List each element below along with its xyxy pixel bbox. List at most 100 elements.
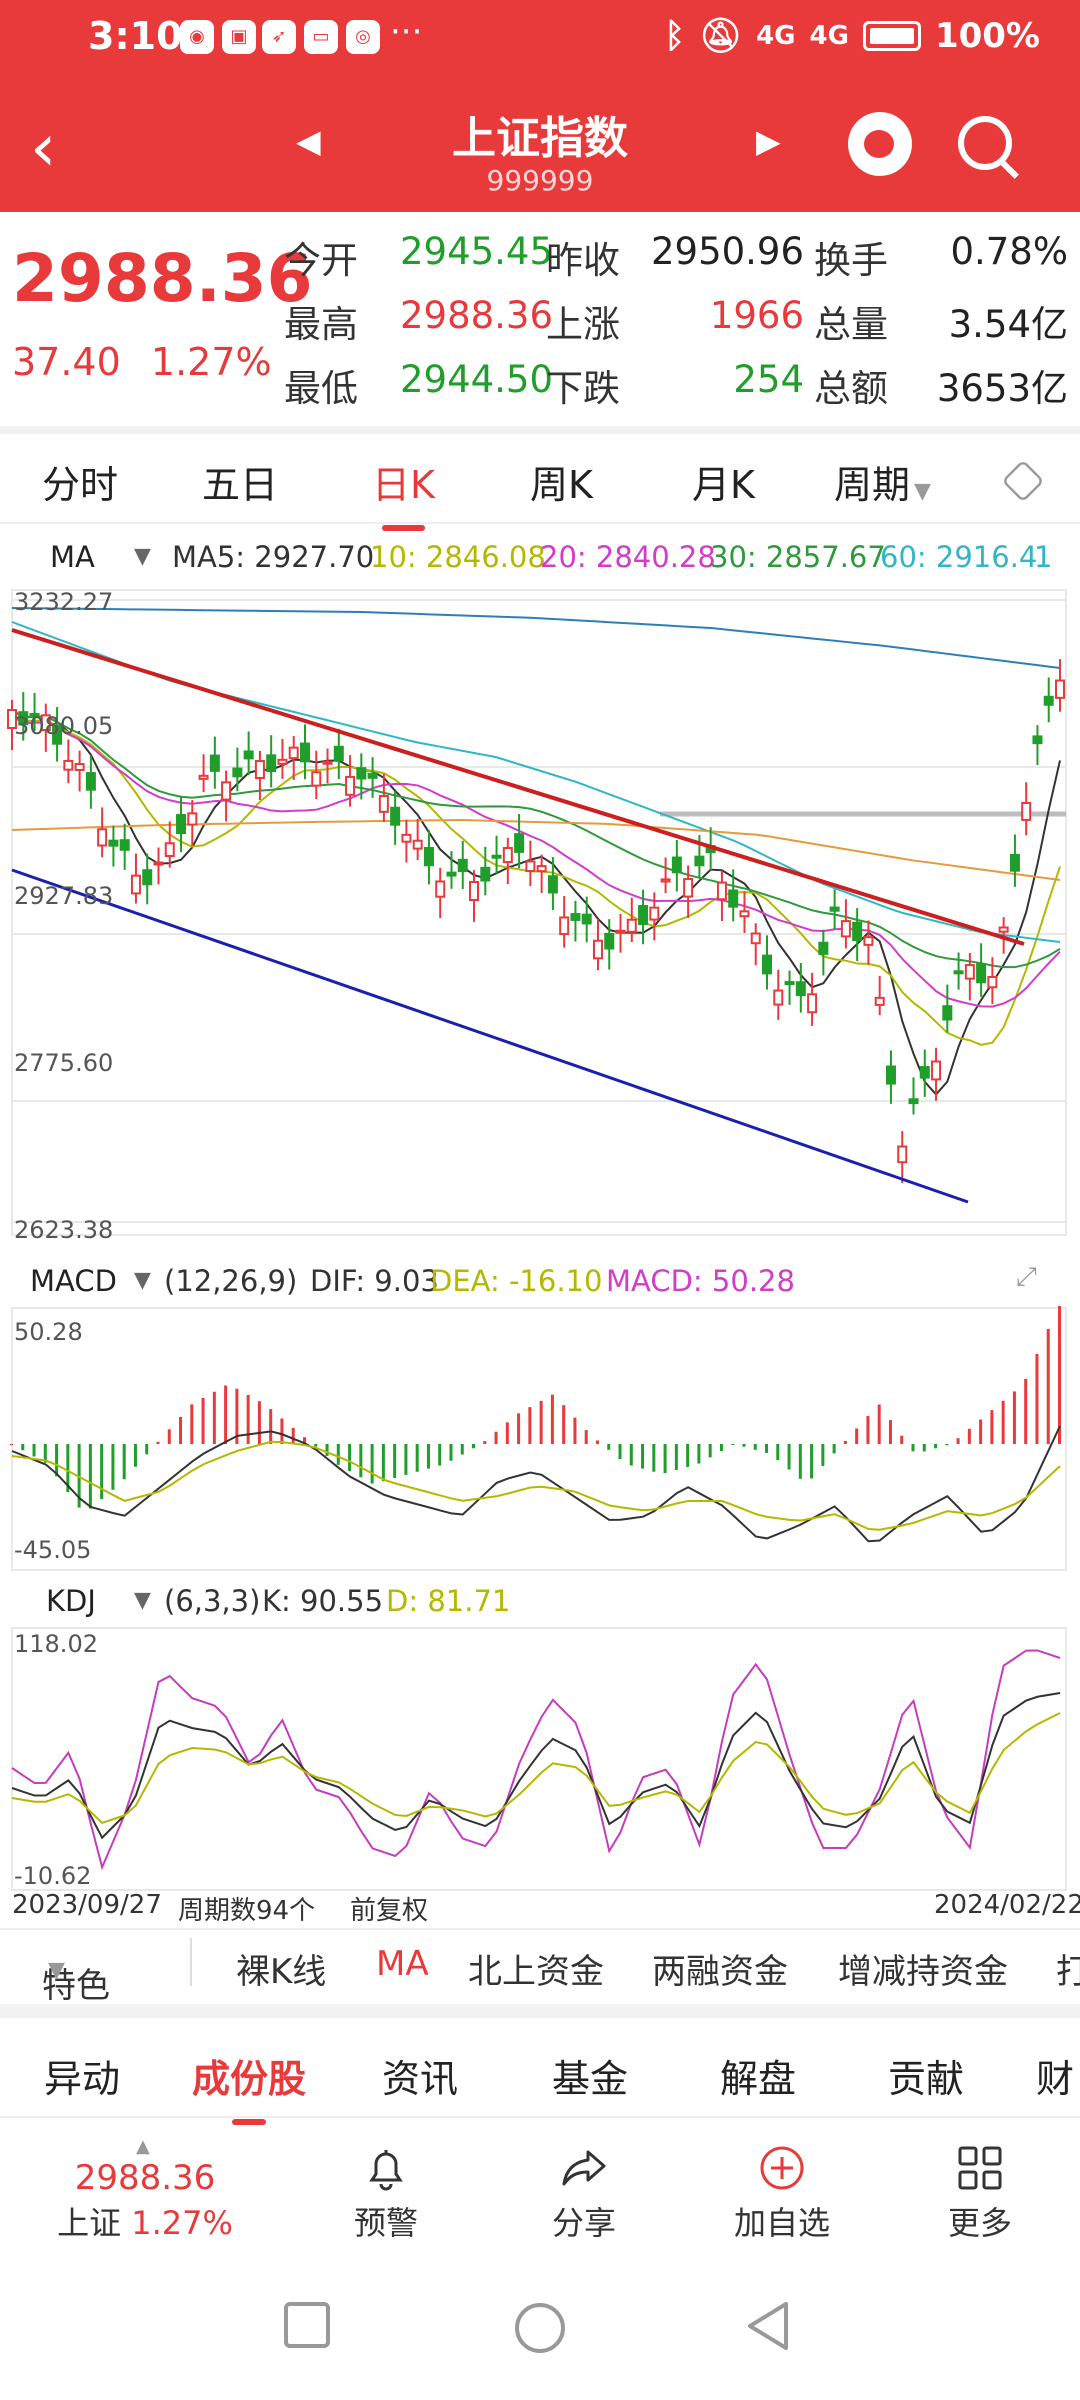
quote-label: 今开 (284, 239, 358, 282)
feature-bare-k[interactable]: 裸K线 (236, 1952, 327, 1992)
macd-histogram-bar (32, 1444, 36, 1457)
candle-body (559, 916, 570, 936)
tab-monthly-k[interactable]: 月K (692, 463, 755, 507)
macd-histogram-bar (607, 1444, 611, 1450)
candle-body (942, 1005, 953, 1021)
macd-histogram-bar (584, 1430, 588, 1444)
expand-icon[interactable]: ⤢ (1016, 1262, 1037, 1292)
candle-body (63, 759, 74, 771)
tab-news[interactable]: 资讯 (382, 2057, 459, 2101)
candle-body (919, 1066, 930, 1079)
quote-value: 254 (733, 358, 804, 401)
candle-body (570, 913, 581, 921)
feature-more[interactable]: 打 (1056, 1952, 1080, 1992)
candle-body (728, 889, 739, 908)
ma250-line (11, 819, 1061, 881)
feature-holding-change[interactable]: 增减持资金 (838, 1952, 1008, 1992)
candlestick-chart[interactable]: 3232.27 3080.05 2927.83 2775.60 2623.38 (0, 582, 1080, 1252)
tab-contribution[interactable]: 贡献 (888, 2057, 965, 2101)
next-stock-button[interactable]: ▶ (756, 122, 781, 160)
add-watchlist-button[interactable]: 加自选 (702, 2144, 862, 2244)
candle-body (356, 767, 367, 780)
macd-histogram-bar (652, 1444, 656, 1472)
back-button[interactable]: ‹ (30, 109, 57, 186)
change-value: 37.40 (12, 340, 121, 384)
macd-histogram-bar (776, 1444, 780, 1461)
mini-sub: 上证 1.27% (40, 2198, 250, 2244)
macd-histogram-bar (291, 1427, 295, 1444)
candle-body (469, 881, 480, 902)
home-icon[interactable] (512, 2300, 568, 2356)
macd-histogram-bar (1058, 1306, 1061, 1444)
ma20-value: 20: 2840.28 (540, 540, 716, 574)
adjust-mode[interactable]: 前复权 (350, 1896, 429, 1926)
quote-row: 今开 2945.45 昨收 2950.96 换手 0.78% (284, 230, 1074, 292)
candle-body (885, 1065, 896, 1085)
macd-histogram-bar (483, 1441, 487, 1444)
tab-finance[interactable]: 财 (1036, 2057, 1075, 2101)
macd-indicator-name[interactable]: MACD (30, 1264, 117, 1298)
macd-histogram-bar (111, 1444, 115, 1490)
assistant-icon[interactable] (848, 112, 912, 176)
page-title: 上证指数 (452, 113, 628, 164)
macd-histogram-bar (708, 1444, 712, 1458)
chevron-down-icon[interactable]: ▼ (134, 1268, 151, 1293)
stock-code: 999999 (486, 164, 594, 197)
tab-daily-k[interactable]: 日K (372, 454, 435, 531)
macd-histogram-bar (866, 1416, 870, 1444)
feature-northbound[interactable]: 北上资金 (468, 1952, 604, 1992)
trend-line-lower (11, 868, 969, 1204)
tab-five-day[interactable]: 五日 (202, 463, 279, 507)
mini-sub-pct: 1.27% (131, 2204, 233, 2242)
tab-period[interactable]: 周期 ▼ (834, 454, 931, 509)
tab-funds[interactable]: 基金 (552, 2057, 629, 2101)
alert-label: 预警 (353, 2204, 418, 2242)
macd-histogram-bar (810, 1444, 814, 1479)
macd-histogram-bar (381, 1444, 385, 1482)
tab-constituents[interactable]: 成份股 (192, 2048, 306, 2125)
more-button[interactable]: 更多 (900, 2144, 1060, 2244)
candle-body (97, 828, 108, 847)
macd-histogram-bar (449, 1444, 453, 1461)
macd-chart[interactable]: 50.28 -45.05 (0, 1306, 1080, 1572)
macd-axis-label: -45.05 (14, 1536, 91, 1564)
feature-ma[interactable]: MA (376, 1944, 429, 1984)
alert-button[interactable]: 预警 (306, 2144, 466, 2244)
kdj-d-line (11, 1712, 1061, 1825)
settings-icon[interactable] (1001, 459, 1045, 503)
section-tabs: 异动 成份股 资讯 基金 解盘 贡献 财 (0, 2018, 1080, 2125)
macd-value: MACD: 50.28 (606, 1264, 795, 1298)
ma30-line (11, 709, 1061, 969)
share-button[interactable]: 分享 (504, 2144, 664, 2244)
macd-histogram-bar (224, 1385, 228, 1444)
ma-indicator-name[interactable]: MA (50, 540, 95, 574)
mini-quote[interactable]: ▲ 2988.36 上证 1.27% (40, 2136, 250, 2244)
macd-histogram-bar (100, 1444, 104, 1500)
tab-analysis[interactable]: 解盘 (720, 2057, 797, 2101)
recent-apps-icon[interactable] (282, 2300, 334, 2352)
kdj-chart[interactable]: 118.02 -10.62 (0, 1626, 1080, 1896)
macd-histogram-bar (235, 1388, 239, 1444)
quote-label: 下跌 (546, 367, 620, 410)
kdj-indicator-name[interactable]: KDJ (46, 1584, 96, 1618)
macd-histogram-bar (573, 1417, 577, 1444)
macd-histogram-bar (674, 1444, 678, 1471)
macd-params: (12,26,9) (164, 1264, 298, 1298)
chevron-down-icon[interactable]: ▼ (134, 1588, 151, 1613)
prev-stock-button[interactable]: ◀ (296, 122, 321, 160)
feature-margin[interactable]: 两融资金 (652, 1952, 788, 1992)
macd-dif-line (11, 1425, 1061, 1543)
candle-body (807, 993, 818, 1014)
search-icon[interactable] (958, 116, 1012, 170)
back-nav-icon[interactable] (742, 2300, 794, 2352)
tab-movement[interactable]: 异动 (44, 2057, 121, 2101)
tab-weekly-k[interactable]: 周K (530, 463, 593, 507)
candle-body (311, 771, 322, 787)
ma-more[interactable]: 1 (1034, 540, 1053, 574)
candle-body (198, 774, 209, 780)
quote-value: 1966 (709, 294, 804, 337)
battery-icon (862, 21, 921, 51)
macd-histogram-bar (528, 1407, 532, 1444)
tab-intraday[interactable]: 分时 (42, 463, 119, 507)
chevron-down-icon[interactable]: ▼ (134, 544, 151, 569)
